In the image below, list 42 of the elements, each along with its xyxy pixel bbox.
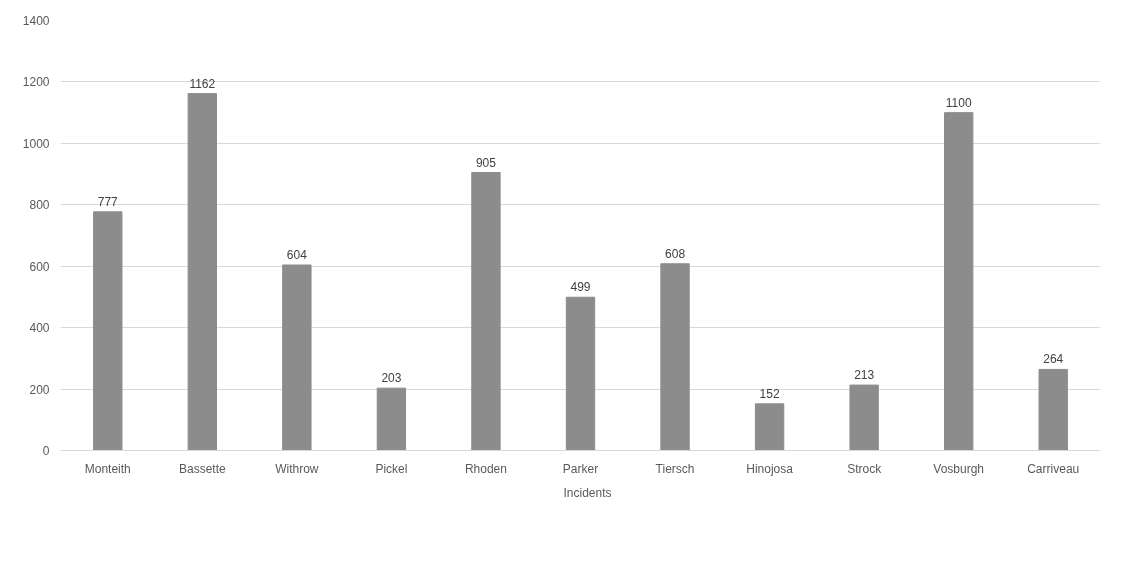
x-tick-label: Vosburgh [933,461,985,476]
bar [944,112,974,451]
bar [1038,368,1068,451]
y-tick-label: 400 [29,321,50,336]
x-tick-label: Withrow [275,461,319,476]
x-tick-label: Carriveau [1027,461,1080,476]
bar [849,384,879,451]
data-label: 152 [759,386,780,401]
data-label: 203 [381,371,402,386]
y-tick-label: 0 [42,444,50,458]
x-tick-label: Tiersch [655,461,695,476]
bar [471,172,501,451]
data-label: 264 [1043,352,1064,367]
data-label: 604 [286,247,308,262]
y-tick-label: 200 [29,382,50,397]
y-tick-label: 1200 [22,75,50,90]
data-label: 777 [97,194,119,209]
data-label: 905 [475,155,497,170]
x-tick-label: Bassette [178,461,226,476]
x-tick-label: Pickel [375,461,408,476]
bar [376,387,407,451]
bar [754,403,785,451]
y-tick-label: 800 [29,198,50,213]
text: Incidents [563,486,612,500]
y-tick-label: 1400 [22,14,50,28]
y-tick-label: 600 [29,259,50,274]
data-label: 608 [665,246,686,261]
x-tick-label: Hinojosa [746,461,794,476]
x-tick-label: Monteith [84,461,131,476]
data-label: 1100 [945,95,972,110]
x-tick-label: Parker [562,461,599,476]
bar [282,264,312,451]
bar [93,211,123,451]
bar [187,93,217,451]
x-tick-label: Rhoden [464,461,507,476]
x-tick-label: Strock [847,461,883,476]
y-tick-label: 1000 [22,136,50,151]
data-label: 213 [854,368,875,383]
data-label: 499 [570,280,591,295]
data-label: 1162 [189,76,216,91]
bar [660,263,690,451]
bar [565,296,596,451]
